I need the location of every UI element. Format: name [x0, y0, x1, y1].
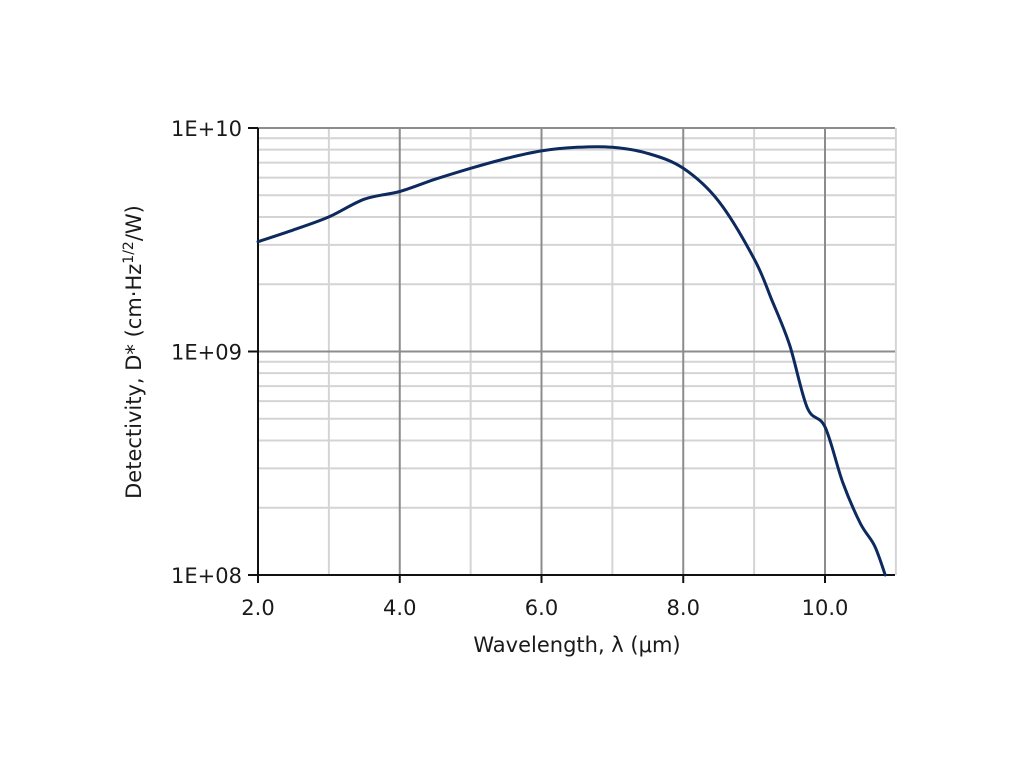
y-axis-title-main: Detectivity, D* (cm·Hz — [122, 264, 146, 499]
detectivity-curve — [256, 145, 887, 577]
x-tick-label: 10.0 — [802, 596, 849, 620]
x-axis-tick-labels: 2.0 4.0 6.0 8.0 10.0 — [241, 596, 848, 620]
y-tick-label: 1E+08 — [171, 564, 242, 588]
x-tick-label: 2.0 — [241, 596, 274, 620]
major-gridlines — [258, 127, 895, 575]
axes — [248, 127, 895, 583]
y-axis-title-sup: 1/2 — [121, 241, 137, 264]
y-axis-title-tail: /W) — [122, 205, 146, 241]
y-axis-title: Detectivity, D* (cm·Hz1/2/W) — [121, 205, 146, 499]
x-tick-label: 8.0 — [667, 596, 700, 620]
x-tick-label: 6.0 — [525, 596, 558, 620]
y-axis-tick-labels: 1E+08 1E+09 1E+10 — [171, 117, 242, 588]
y-tick-label: 1E+10 — [171, 117, 242, 141]
x-tick-label: 4.0 — [383, 596, 416, 620]
y-tick-label: 1E+09 — [171, 341, 242, 365]
x-axis-title: Wavelength, λ (μm) — [473, 633, 680, 657]
